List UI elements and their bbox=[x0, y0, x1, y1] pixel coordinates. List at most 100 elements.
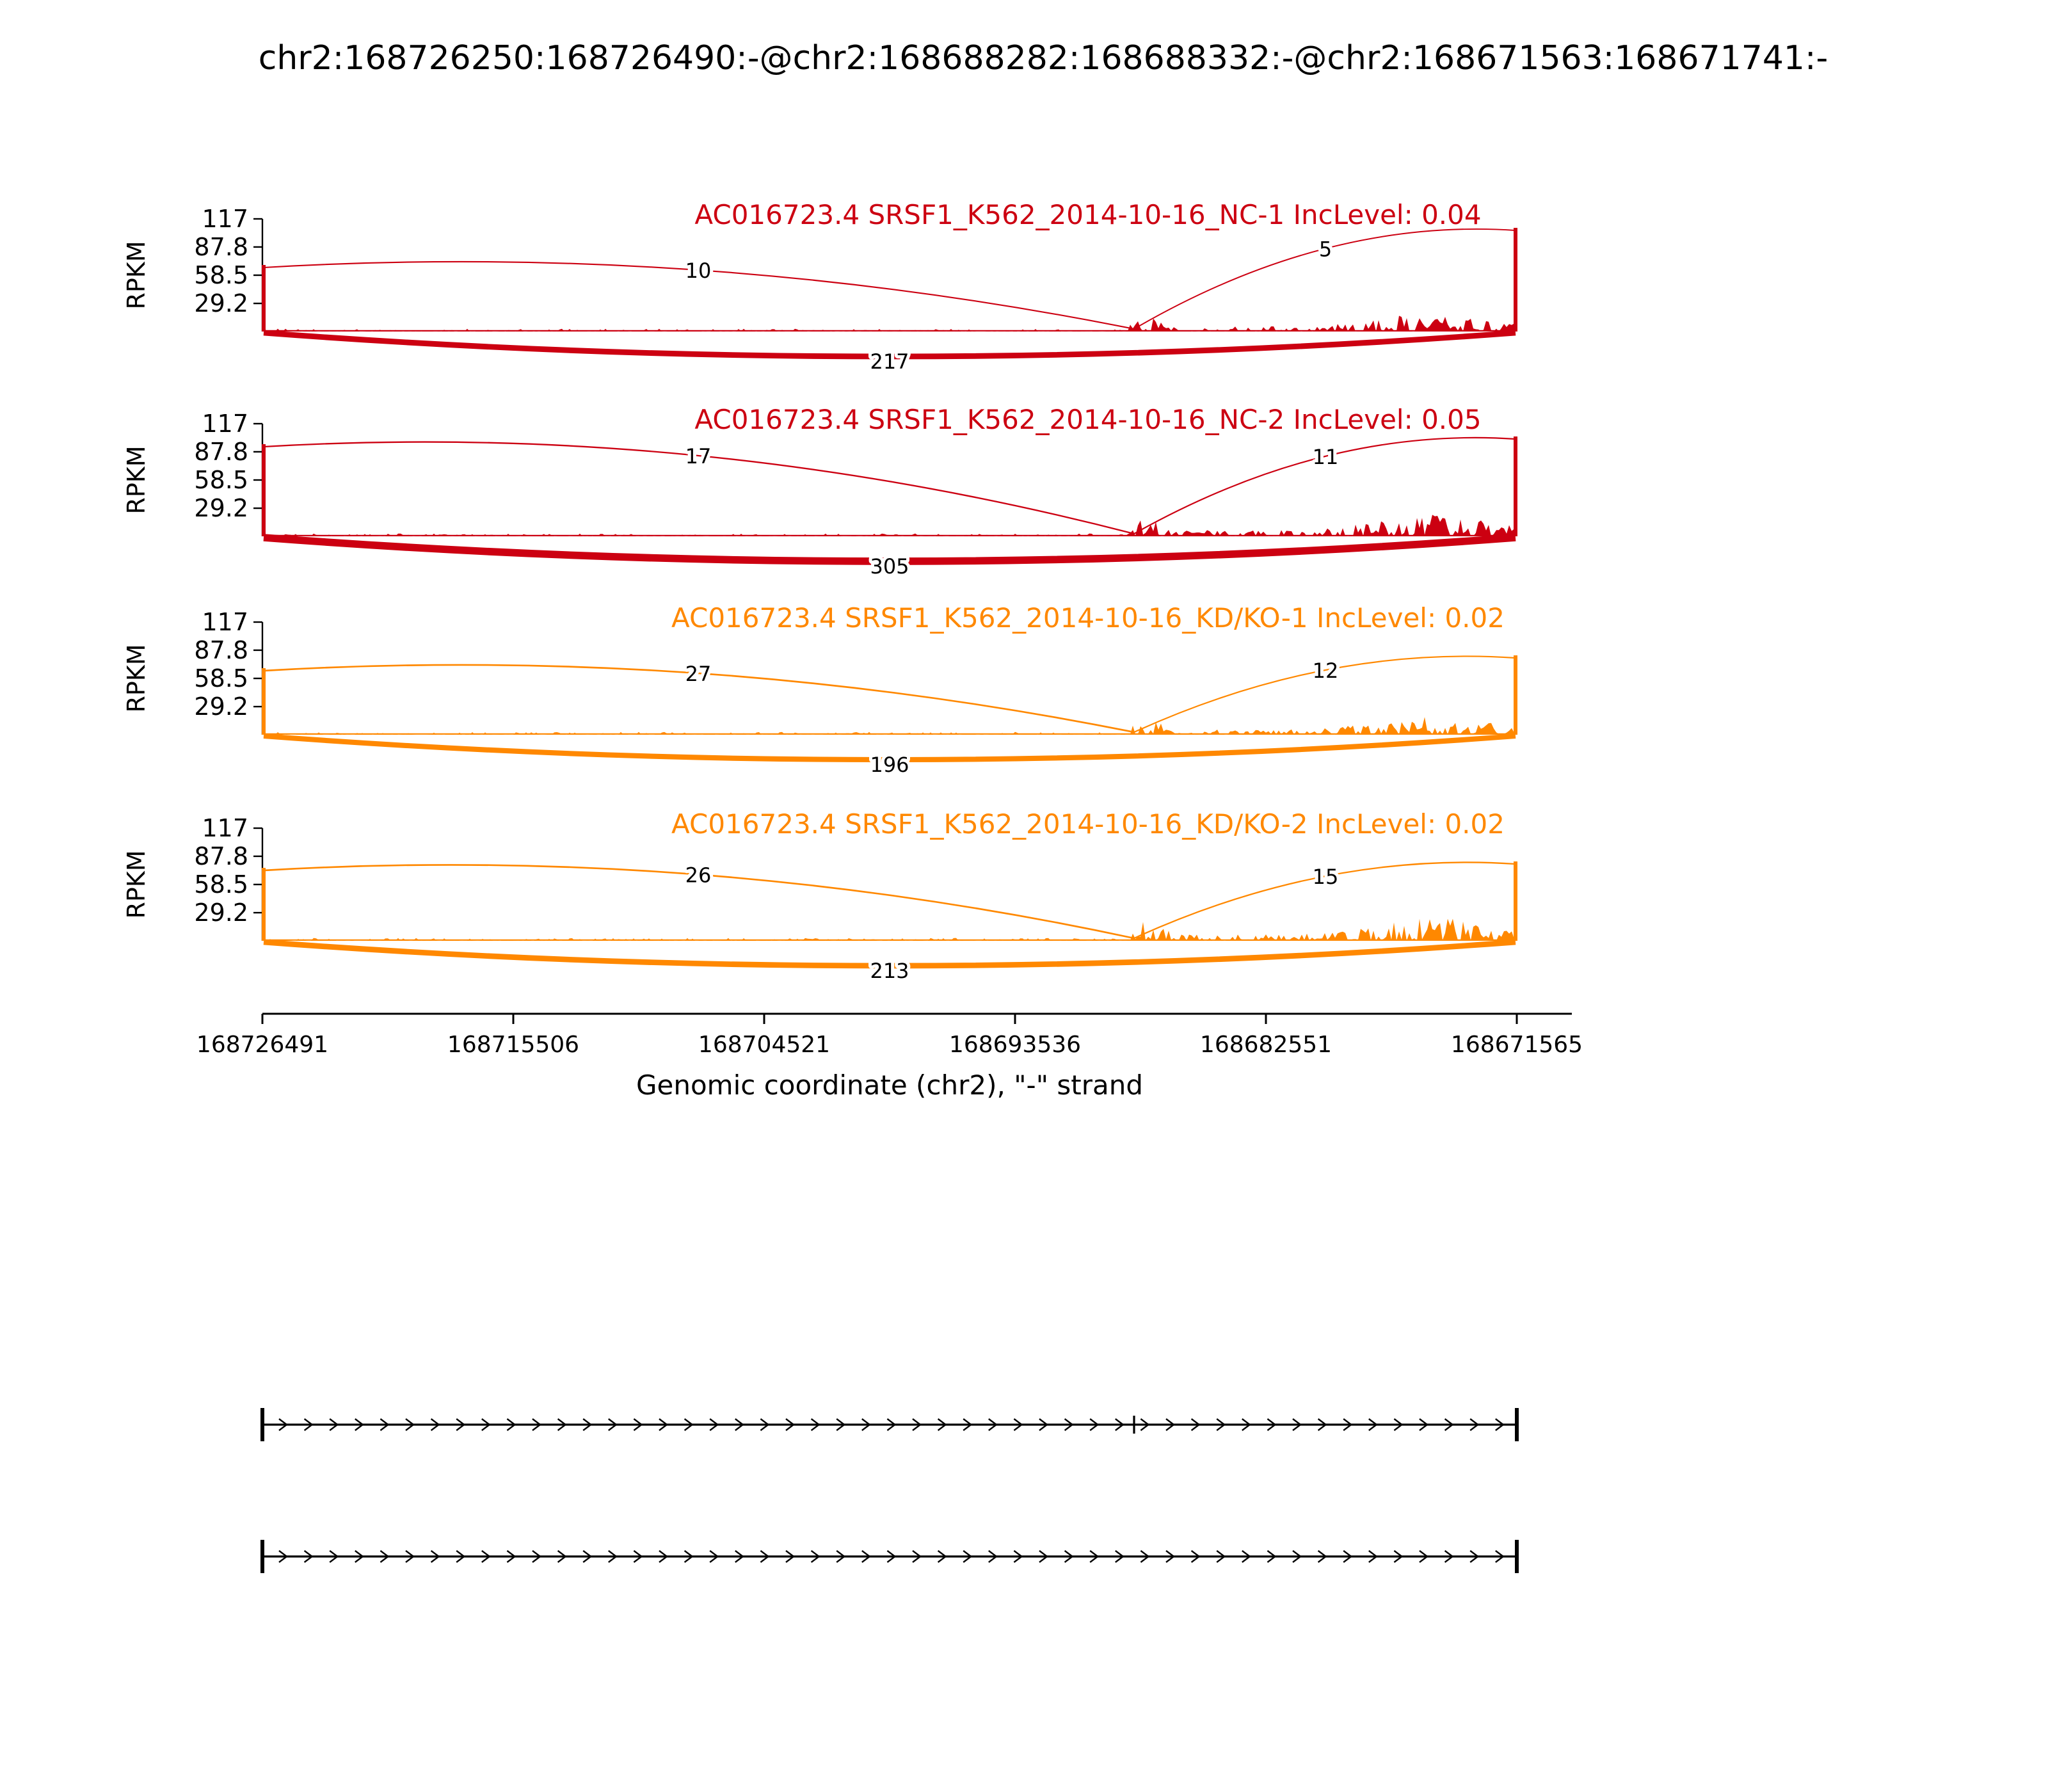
strand-direction-arrow bbox=[1368, 1418, 1378, 1431]
strand-direction-arrow bbox=[1495, 1550, 1505, 1563]
upstream-junction-count: 17 bbox=[685, 444, 712, 468]
strand-direction-arrow bbox=[1190, 1418, 1201, 1431]
y-tick-label: 58.5 bbox=[194, 870, 248, 899]
strand-direction-arrow bbox=[1242, 1550, 1251, 1563]
skipping-junction-arc bbox=[263, 534, 1516, 565]
strand-direction-arrow bbox=[1115, 1418, 1124, 1431]
left-exon-peak bbox=[262, 868, 266, 941]
strand-direction-arrow bbox=[608, 1550, 618, 1563]
strand-direction-arrow bbox=[861, 1550, 871, 1563]
strand-direction-arrow bbox=[1393, 1550, 1404, 1563]
downstream-junction-count: 12 bbox=[1313, 659, 1339, 683]
upstream-junction-arc bbox=[263, 260, 1135, 330]
strand-direction-arrow bbox=[785, 1550, 795, 1563]
y-tick-label: 58.5 bbox=[194, 261, 248, 289]
right-exon-peak bbox=[1514, 436, 1517, 536]
upstream-junction-count: 26 bbox=[685, 863, 712, 888]
strand-direction-arrow bbox=[532, 1550, 541, 1563]
strand-direction-arrow bbox=[912, 1418, 922, 1431]
skipping-junction-arc bbox=[263, 939, 1516, 969]
y-tick-label: 29.2 bbox=[194, 899, 248, 927]
x-axis: Genomic coordinate (chr2), "-" strand 16… bbox=[196, 1012, 1583, 1101]
strand-direction-arrow bbox=[1267, 1418, 1277, 1431]
strand-direction-arrow bbox=[456, 1550, 466, 1563]
y-tick-label: 87.8 bbox=[194, 636, 248, 664]
strand-direction-arrow bbox=[1140, 1418, 1150, 1431]
track-title: AC016723.4 SRSF1_K562_2014-10-16_KD/KO-1… bbox=[671, 602, 1505, 634]
strand-direction-arrow bbox=[1469, 1418, 1480, 1431]
track-title: AC016723.4 SRSF1_K562_2014-10-16_NC-2 In… bbox=[694, 404, 1481, 435]
strand-direction-arrow bbox=[633, 1418, 643, 1431]
strand-direction-arrow bbox=[1064, 1550, 1074, 1563]
strand-direction-arrow bbox=[506, 1418, 516, 1431]
upstream-junction-count: 27 bbox=[685, 662, 712, 686]
x-axis-title: Genomic coordinate (chr2), "-" strand bbox=[636, 1069, 1143, 1101]
strand-direction-arrow bbox=[1140, 1550, 1150, 1563]
y-axis-title: RPKM bbox=[122, 445, 150, 514]
x-tick-label: 168671565 bbox=[1451, 1032, 1583, 1058]
skipping-junction-count: 196 bbox=[870, 753, 909, 777]
strand-direction-arrow bbox=[1444, 1418, 1454, 1431]
strand-direction-arrow bbox=[278, 1418, 288, 1431]
strand-direction-arrow bbox=[1165, 1418, 1175, 1431]
strand-direction-arrow bbox=[1317, 1418, 1327, 1431]
strand-direction-arrow bbox=[329, 1418, 339, 1431]
strand-direction-arrow bbox=[1444, 1550, 1454, 1563]
left-exon-peak bbox=[262, 265, 266, 332]
strand-direction-arrow bbox=[988, 1550, 998, 1563]
strand-direction-arrow bbox=[861, 1418, 871, 1431]
strand-direction-arrow bbox=[303, 1550, 314, 1563]
strand-direction-arrow bbox=[355, 1418, 364, 1431]
upstream-junction-arc bbox=[263, 441, 1135, 535]
strand-direction-arrow bbox=[532, 1418, 541, 1431]
strand-direction-arrow bbox=[709, 1550, 719, 1563]
y-tick-label: 117 bbox=[202, 410, 248, 438]
skipping-junction-arc bbox=[263, 733, 1516, 763]
strand-direction-arrow bbox=[937, 1550, 947, 1563]
strand-direction-arrow bbox=[684, 1550, 694, 1563]
strand-direction-arrow bbox=[785, 1418, 795, 1431]
strand-direction-arrow bbox=[1013, 1418, 1023, 1431]
downstream-junction-arc bbox=[1133, 861, 1516, 940]
upstream-junction-arc bbox=[263, 664, 1135, 733]
strand-direction-arrow bbox=[430, 1418, 440, 1431]
y-tick-label: 58.5 bbox=[194, 664, 248, 692]
strand-direction-arrow bbox=[760, 1550, 770, 1563]
right-exon-peak bbox=[1514, 655, 1517, 735]
downstream-junction-count: 15 bbox=[1313, 865, 1339, 889]
y-tick-label: 117 bbox=[202, 205, 248, 233]
left-exon-peak bbox=[262, 668, 266, 735]
downstream-junction-arc bbox=[1133, 436, 1516, 534]
strand-direction-arrow bbox=[1495, 1418, 1505, 1431]
strand-direction-arrow bbox=[456, 1418, 466, 1431]
strand-direction-arrow bbox=[405, 1418, 415, 1431]
plot-title: chr2:168726250:168726490:-@chr2:16868828… bbox=[259, 39, 1828, 77]
strand-direction-arrow bbox=[1165, 1550, 1175, 1563]
strand-direction-arrow bbox=[1343, 1418, 1353, 1431]
strand-direction-arrow bbox=[608, 1418, 618, 1431]
strand-direction-arrow bbox=[735, 1550, 744, 1563]
strand-direction-arrow bbox=[1242, 1418, 1251, 1431]
strand-direction-arrow bbox=[735, 1418, 744, 1431]
right-exon-peak bbox=[1514, 228, 1517, 332]
strand-direction-arrow bbox=[760, 1418, 770, 1431]
downstream-junction-count: 5 bbox=[1319, 237, 1332, 262]
strand-direction-arrow bbox=[506, 1550, 516, 1563]
strand-direction-arrow bbox=[659, 1550, 668, 1563]
y-tick-label: 117 bbox=[202, 608, 248, 636]
strand-direction-arrow bbox=[582, 1550, 593, 1563]
x-tick-label: 168704521 bbox=[698, 1032, 830, 1058]
strand-direction-arrow bbox=[1064, 1418, 1074, 1431]
strand-direction-arrow bbox=[886, 1418, 897, 1431]
transcript-models bbox=[260, 1408, 1519, 1573]
skipping-junction-count: 217 bbox=[870, 349, 909, 374]
strand-direction-arrow bbox=[1317, 1550, 1327, 1563]
y-tick-label: 58.5 bbox=[194, 466, 248, 494]
strand-direction-arrow bbox=[810, 1550, 820, 1563]
strand-direction-arrow bbox=[1039, 1418, 1048, 1431]
strand-direction-arrow bbox=[1089, 1550, 1100, 1563]
x-tick-label: 168682551 bbox=[1200, 1032, 1332, 1058]
